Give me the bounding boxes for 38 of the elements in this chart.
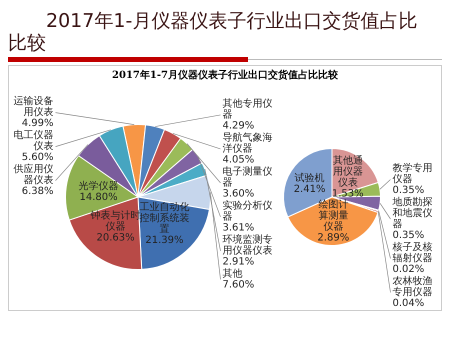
slice-label: 电工仪器仪表 — [14, 129, 54, 152]
slice-label: 其他专用仪器 — [222, 98, 272, 121]
data-label: 20.63% — [96, 232, 135, 244]
data-label: 0.35% — [392, 230, 424, 242]
slice-label: 其他通用仪器仪表 — [332, 154, 363, 189]
slice-label: 教学专用仪器 — [392, 162, 432, 186]
data-label: 3.61% — [222, 222, 254, 234]
slice-label: 环境监测专用仪器仪表 — [222, 234, 272, 257]
data-label: 2.91% — [222, 256, 254, 268]
chart-title: 2017年1-月仪器仪表子行业出口交货值占比比较 — [8, 9, 418, 54]
data-label: 0.04% — [392, 298, 424, 310]
data-label: 5.60% — [22, 152, 54, 164]
data-label: 2.89% — [317, 232, 350, 244]
data-label: 2.41% — [294, 184, 326, 195]
slice-label: 实验分析仪器 — [222, 200, 272, 223]
slice-label: 核子及核辐射仪器 — [392, 241, 432, 264]
slice-label: 运输设备用仪表 — [14, 95, 54, 118]
slice-label: 光学仪器 — [78, 180, 119, 192]
data-label: 0.35% — [392, 185, 424, 196]
data-label: 7.60% — [222, 280, 254, 291]
data-label: 4.99% — [22, 118, 54, 130]
chart-subtitle: 2017年1-7月仪器仪表子行业出口交货值占比比较 — [111, 68, 339, 83]
slice-label: 试验机 — [294, 172, 325, 184]
slice-label: 导航气象海洋仪器 — [222, 132, 272, 155]
slice-label: 其他 — [222, 268, 242, 280]
slice-label: 供应用仪器仪表 — [14, 163, 54, 186]
data-label: 4.05% — [222, 154, 254, 166]
data-label: 4.29% — [222, 120, 254, 132]
slice-label: 工业自动化控制系统装置 — [139, 201, 190, 236]
slice-label: 电子测量仪器 — [222, 166, 272, 189]
data-label: 14.80% — [79, 192, 118, 203]
data-label: 6.38% — [22, 186, 54, 198]
data-label: 21.39% — [145, 235, 184, 246]
data-label: 0.02% — [392, 264, 424, 276]
slice-label: 地质勘探和地震仪器 — [392, 196, 432, 230]
slice-label: 农林牧渔专用仪器 — [392, 275, 432, 298]
data-label: 3.60% — [222, 188, 254, 200]
slice-label: 绘图计算测量仪器 — [318, 198, 348, 232]
